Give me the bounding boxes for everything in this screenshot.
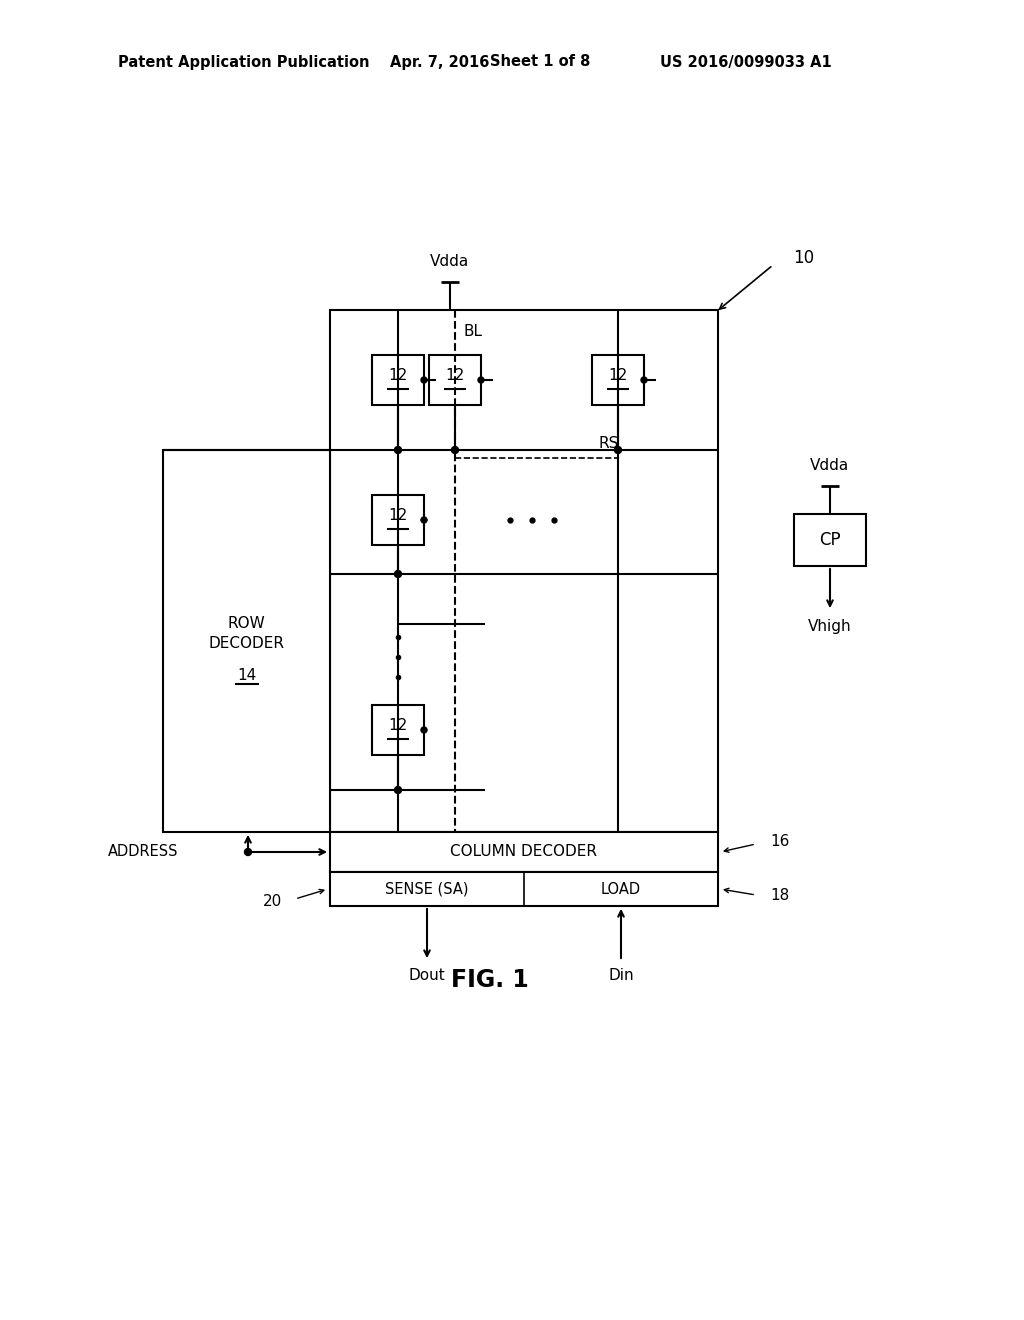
Text: Vdda: Vdda bbox=[430, 255, 470, 269]
Text: 12: 12 bbox=[388, 718, 408, 734]
Text: 12: 12 bbox=[445, 368, 465, 384]
Bar bbox=[330, 873, 718, 906]
Text: 12: 12 bbox=[388, 508, 408, 524]
Text: DECODER: DECODER bbox=[209, 635, 285, 651]
Circle shape bbox=[478, 378, 484, 383]
Circle shape bbox=[245, 849, 252, 855]
Text: Sheet 1 of 8: Sheet 1 of 8 bbox=[490, 54, 591, 70]
Text: ADDRESS: ADDRESS bbox=[108, 845, 178, 859]
Circle shape bbox=[394, 446, 401, 454]
Circle shape bbox=[421, 727, 427, 733]
Text: Din: Din bbox=[608, 969, 634, 983]
Circle shape bbox=[421, 378, 427, 383]
Text: 10: 10 bbox=[793, 249, 814, 267]
Bar bbox=[372, 355, 424, 405]
Text: 12: 12 bbox=[388, 368, 408, 384]
Circle shape bbox=[394, 787, 401, 793]
Text: Vdda: Vdda bbox=[810, 458, 850, 474]
Circle shape bbox=[452, 446, 459, 454]
Circle shape bbox=[641, 378, 647, 383]
Text: 18: 18 bbox=[770, 887, 790, 903]
Text: Vhigh: Vhigh bbox=[808, 619, 852, 634]
Bar bbox=[330, 310, 718, 832]
Text: COLUMN DECODER: COLUMN DECODER bbox=[451, 845, 597, 859]
Text: US 2016/0099033 A1: US 2016/0099033 A1 bbox=[660, 54, 831, 70]
Text: Dout: Dout bbox=[409, 969, 445, 983]
Circle shape bbox=[614, 446, 622, 454]
Text: 16: 16 bbox=[770, 834, 790, 850]
Text: SENSE (SA): SENSE (SA) bbox=[385, 882, 469, 896]
Bar bbox=[429, 355, 481, 405]
Text: 20: 20 bbox=[263, 894, 282, 908]
Text: 12: 12 bbox=[608, 368, 628, 384]
Text: LOAD: LOAD bbox=[601, 882, 641, 896]
Text: BL: BL bbox=[464, 325, 482, 339]
Circle shape bbox=[421, 517, 427, 523]
Text: CP: CP bbox=[819, 531, 841, 549]
Bar bbox=[330, 832, 718, 873]
Text: Patent Application Publication: Patent Application Publication bbox=[118, 54, 370, 70]
Text: RS: RS bbox=[598, 437, 618, 451]
Text: Apr. 7, 2016: Apr. 7, 2016 bbox=[390, 54, 489, 70]
Circle shape bbox=[394, 570, 401, 578]
Text: FIG. 1: FIG. 1 bbox=[452, 968, 528, 993]
Bar bbox=[163, 450, 330, 832]
Bar bbox=[592, 355, 644, 405]
Bar bbox=[794, 513, 866, 566]
Bar bbox=[372, 495, 424, 545]
Bar bbox=[372, 705, 424, 755]
Text: 14: 14 bbox=[237, 668, 256, 684]
Text: ROW: ROW bbox=[227, 615, 265, 631]
